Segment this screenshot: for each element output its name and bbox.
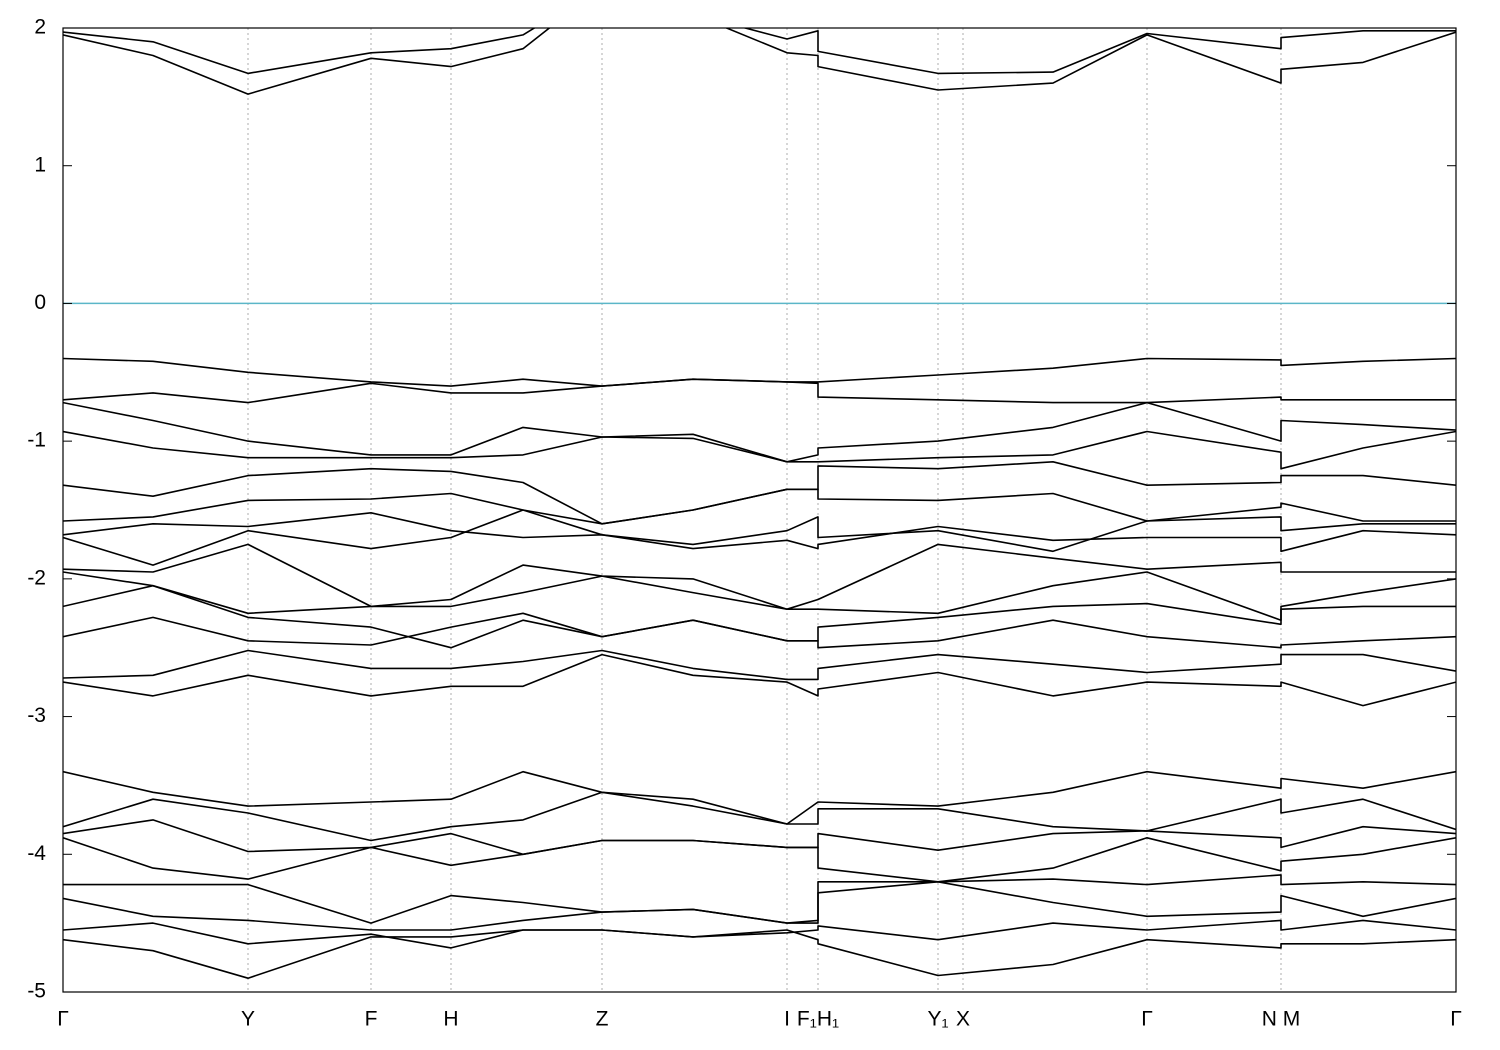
y-tick-label: -1 [27, 429, 46, 452]
band-line [63, 919, 1456, 949]
band-line [63, 357, 1456, 387]
band-line [63, 649, 1456, 681]
band-line [63, 511, 1456, 553]
plot-background [62, 28, 1457, 992]
plot-frame [62, 27, 1457, 993]
band-line [63, 653, 1456, 707]
y-tick-label: -2 [27, 566, 46, 589]
band-line [63, 881, 1456, 931]
x-tick-label: Y [241, 1008, 255, 1031]
y-tick-label: -4 [27, 842, 46, 865]
x-tick-label: Γ [1450, 1008, 1462, 1031]
y-tick-label: -5 [27, 980, 46, 1003]
band-line [63, 837, 1456, 883]
band-line [63, 509, 1456, 566]
band-line [63, 874, 1456, 924]
x-tick-label: N M [1262, 1008, 1301, 1031]
plot-lines [63, 28, 1456, 979]
band-line [63, 430, 1456, 470]
band-line [63, 378, 1456, 404]
band-line [63, 770, 1456, 825]
y-tick-label: -3 [27, 704, 46, 727]
band-line [63, 461, 1456, 525]
band-line [63, 488, 1456, 525]
band-line [63, 819, 1456, 856]
band-line [63, 543, 1456, 610]
x-tick-label: Y₁ [927, 1008, 948, 1031]
x-tick-label: Z [596, 1008, 609, 1031]
x-tick-label: H [443, 1008, 458, 1031]
x-tick-label: F [365, 1008, 378, 1031]
band-line [63, 571, 1456, 621]
x-tick-label: Γ [57, 1008, 69, 1031]
band-line [63, 584, 1456, 649]
y-tick-label: 0 [34, 291, 46, 314]
band-line [63, 401, 1456, 463]
x-tick-label: F₁H₁ [797, 1008, 839, 1031]
band-line [63, 28, 1456, 95]
band-line [63, 28, 1456, 75]
band-line [63, 612, 1456, 649]
band-line [63, 791, 1456, 842]
y-tick-label: 2 [34, 16, 46, 39]
band-line [63, 929, 1456, 979]
x-tick-label: I [784, 1008, 790, 1031]
x-tick-label: X [956, 1008, 970, 1031]
x-tick-label: Γ [1141, 1008, 1153, 1031]
y-tick-label: 1 [34, 153, 46, 176]
